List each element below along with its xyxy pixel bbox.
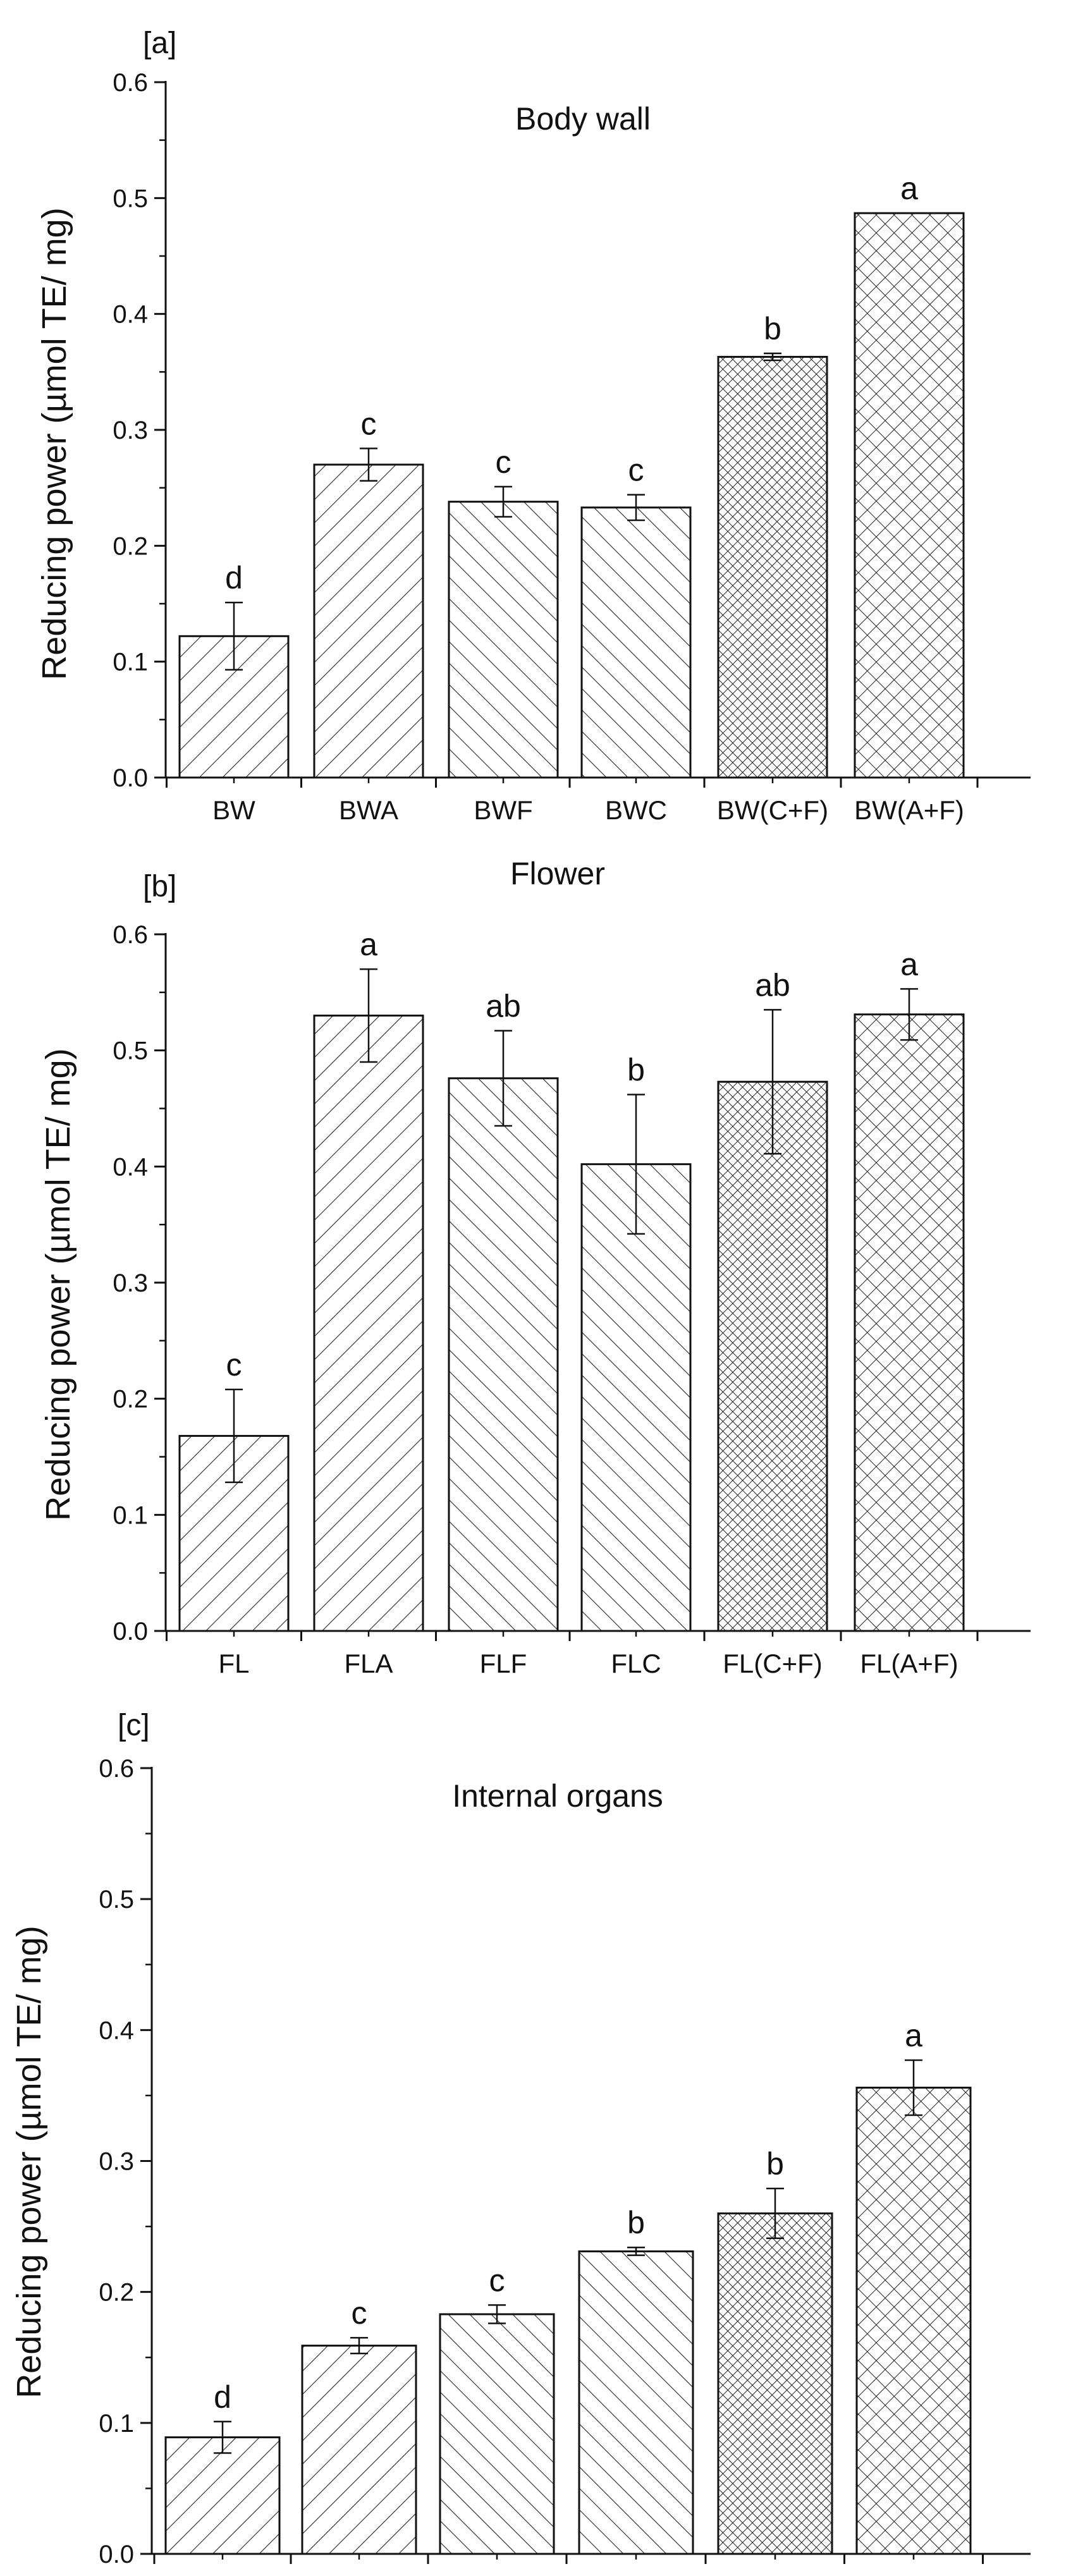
y-tick-label: 0.2 [113, 1386, 148, 1413]
y-tick-label: 0.1 [113, 1501, 148, 1529]
significance-letter: a [900, 171, 918, 206]
x-tick-label: INC [613, 2572, 659, 2576]
bar [313, 463, 424, 779]
significance-letter: a [905, 2018, 922, 2053]
y-tick-label: 0.6 [113, 921, 148, 949]
significance-letter: b [627, 2205, 645, 2240]
significance-letter: c [226, 1347, 242, 1383]
x-tick-label: BW(A+F) [854, 795, 964, 825]
significance-letter: a [360, 927, 377, 962]
significance-letter: b [764, 311, 781, 346]
bar [578, 2250, 694, 2555]
y-tick-label: 0.6 [99, 1755, 134, 1783]
significance-letter: ab [486, 988, 521, 1023]
significance-letter: c [628, 453, 644, 488]
panel-label: [a] [143, 27, 176, 60]
x-tick-label: INA [337, 2572, 381, 2576]
bar [448, 501, 559, 779]
x-tick-label: FLA [344, 1649, 393, 1678]
y-tick-label: 0.1 [99, 2410, 134, 2438]
x-tick-label: FL(C+F) [723, 1649, 823, 1678]
x-tick-label: BW [212, 795, 255, 825]
significance-letter: b [627, 1052, 645, 1087]
bar [448, 1077, 559, 1632]
chart-title: Internal organs [452, 1778, 663, 1814]
y-tick-label: 0.3 [113, 417, 148, 444]
y-tick-label: 0.4 [113, 301, 148, 329]
bar [717, 356, 828, 779]
significance-letter: d [225, 560, 243, 595]
bar [854, 212, 965, 779]
panel-label: [c] [118, 1709, 150, 1742]
significance-letter: a [900, 946, 918, 982]
bar [855, 2086, 972, 2555]
x-tick-label: FL [218, 1649, 249, 1678]
y-axis-title: Reducing power (µmol TE/ mg) [35, 207, 73, 680]
bar [717, 2212, 833, 2555]
x-tick-label: FLF [480, 1649, 527, 1678]
bar [439, 2313, 555, 2555]
panel-a: [a] Body wall Reducing power (µmol TE/ m… [35, 27, 1031, 825]
significance-letter: d [214, 2379, 231, 2415]
y-tick-label: 0.4 [113, 1153, 148, 1181]
x-tick-label: IN(C+F) [728, 2572, 823, 2576]
x-tick-label: BWF [474, 795, 532, 825]
x-tick-label: IN [209, 2572, 236, 2576]
bar [854, 1013, 965, 1632]
y-tick-label: 0.5 [113, 185, 148, 212]
y-tick-label: 0.3 [99, 2148, 134, 2176]
x-tick-label: FL(A+F) [860, 1649, 958, 1678]
y-axis-title: Reducing power (µmol TE/ mg) [39, 1048, 77, 1520]
y-tick-label: 0.6 [113, 69, 148, 97]
significance-letter: c [361, 406, 377, 441]
significance-letter: b [766, 2146, 784, 2182]
bar [717, 1080, 828, 1632]
y-tick-label: 0.0 [113, 764, 148, 792]
significance-letter: c [489, 2262, 505, 2298]
y-tick-label: 0.3 [113, 1269, 148, 1297]
y-tick-label: 0.0 [113, 1618, 148, 1645]
chart-title: Body wall [515, 101, 651, 137]
y-axis-title: Reducing power (µmol TE/ mg) [10, 1926, 48, 2398]
y-tick-label: 0.4 [99, 2017, 134, 2044]
y-tick-label: 0.5 [99, 1886, 134, 1914]
y-tick-label: 0.2 [113, 532, 148, 560]
panel-b: [b] Flower Reducing power (µmol TE/ mg) … [39, 856, 1031, 1678]
x-tick-label: FLC [611, 1649, 661, 1678]
y-tick-label: 0.2 [99, 2279, 134, 2307]
y-tick-label: 0.1 [113, 649, 148, 676]
x-tick-label: BWC [605, 795, 667, 825]
significance-letter: c [496, 444, 511, 480]
x-tick-label: IN(A+F) [867, 2572, 960, 2576]
y-tick-label: 0.0 [99, 2541, 134, 2568]
chart-title: Flower [510, 856, 605, 891]
significance-letter: c [352, 2295, 367, 2331]
bar [164, 2436, 281, 2555]
bar [313, 1015, 424, 1632]
panel-label: [b] [143, 870, 176, 903]
bar [580, 1163, 692, 1632]
x-tick-label: BW(C+F) [717, 795, 828, 825]
significance-letter: ab [755, 967, 790, 1003]
bar [301, 2345, 417, 2555]
bar [580, 506, 692, 779]
x-tick-label: INF [475, 2572, 518, 2576]
panel-c: [c] Internal organs Reducing power (µmol… [10, 1709, 1031, 2576]
x-tick-label: BWA [339, 795, 398, 825]
y-tick-label: 0.5 [113, 1037, 148, 1065]
